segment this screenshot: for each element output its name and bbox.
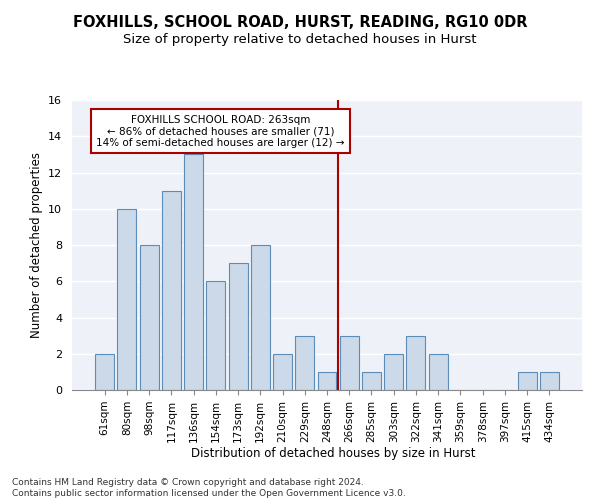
Bar [340,336,359,390]
Bar [362,372,381,390]
Text: Size of property relative to detached houses in Hurst: Size of property relative to detached ho… [123,32,477,46]
Bar [95,354,114,390]
Bar [317,372,337,390]
Bar [229,263,248,390]
Text: Contains HM Land Registry data © Crown copyright and database right 2024.
Contai: Contains HM Land Registry data © Crown c… [12,478,406,498]
Bar [518,372,536,390]
Bar [429,354,448,390]
Text: FOXHILLS, SCHOOL ROAD, HURST, READING, RG10 0DR: FOXHILLS, SCHOOL ROAD, HURST, READING, R… [73,15,527,30]
Bar [162,190,181,390]
Text: Distribution of detached houses by size in Hurst: Distribution of detached houses by size … [191,448,475,460]
Y-axis label: Number of detached properties: Number of detached properties [29,152,43,338]
Bar [206,281,225,390]
Bar [251,245,270,390]
Bar [140,245,158,390]
Bar [184,154,203,390]
Bar [540,372,559,390]
Bar [273,354,292,390]
Text: FOXHILLS SCHOOL ROAD: 263sqm
← 86% of detached houses are smaller (71)
14% of se: FOXHILLS SCHOOL ROAD: 263sqm ← 86% of de… [96,114,344,148]
Bar [384,354,403,390]
Bar [118,209,136,390]
Bar [406,336,425,390]
Bar [295,336,314,390]
